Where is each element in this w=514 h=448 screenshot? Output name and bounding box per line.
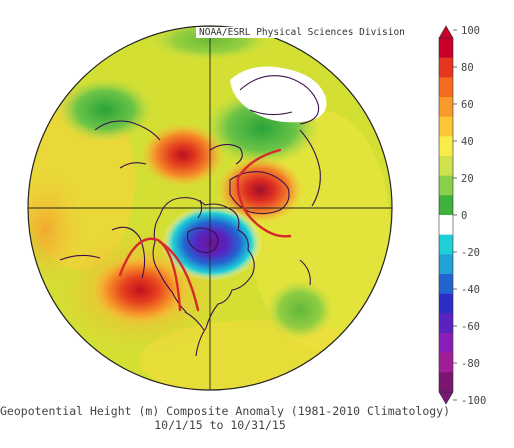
graticule [28,26,392,390]
colorbar-tick-label: 20 [461,173,474,185]
ridge-arc-pacific-east [158,240,200,312]
colorbar-swatch [439,274,453,294]
ridge-arc-europe [236,148,292,238]
colorbar: 100 80 60 40 20 0 -20 -40 -60 -80 -100 [438,25,486,407]
colorbar-swatch [439,215,453,235]
colorbar-tick-label: 40 [461,136,474,148]
ridge-annotations [118,148,292,312]
colorbar-swatch [439,293,453,314]
colorbar-tick-label: -100 [461,395,486,407]
colorbar-swatch [439,313,453,334]
anomaly-field [28,26,392,390]
colorbar-tick-label: -80 [461,358,480,370]
colorbar-swatch [439,352,453,373]
colorbar-swatch [439,333,453,353]
colorbar-swatch [439,136,453,157]
caption-date-range: 10/1/15 to 10/31/15 [154,418,286,432]
colorbar-tick-label: 0 [461,210,467,222]
colorbar-swatch [439,372,453,393]
colorbar-swatch [439,254,453,275]
colorbar-tick-label: 60 [461,99,474,111]
colorbar-swatch [439,38,453,58]
colorbar-swatch [439,175,453,196]
colorbar-swatch [439,77,453,98]
ridge-arc-pacific-west [118,237,182,312]
colorbar-tick-label: 80 [461,62,474,74]
credit-label: NOAA/ESRL Physical Sciences Division [196,27,408,38]
ridge-north-pacific [90,254,190,326]
ridge-high-arctic [141,123,225,187]
colorbar-swatch [439,234,453,255]
trough-canada [162,205,262,281]
colorbar-tick-label: -20 [461,247,480,259]
colorbar-tick-label: -60 [461,321,480,333]
colorbar-swatch [439,97,453,117]
colorbar-tick-label: 100 [461,25,480,37]
green-anomaly-region [57,78,153,142]
green-anomaly-region [266,280,334,340]
colorbar-max-arrow [438,25,454,39]
colorbar-swatch [439,156,453,176]
ridge-east-europe [216,156,304,224]
colorbar-swatch [439,57,453,78]
colorbar-tick-label: -40 [461,284,480,296]
colorbar-swatch [439,195,453,216]
colorbar-swatch [439,116,453,137]
caption-title: Geopotential Height (m) Composite Anomal… [0,404,451,418]
colorbar-min-arrow [438,391,454,405]
globe-border [27,25,393,391]
